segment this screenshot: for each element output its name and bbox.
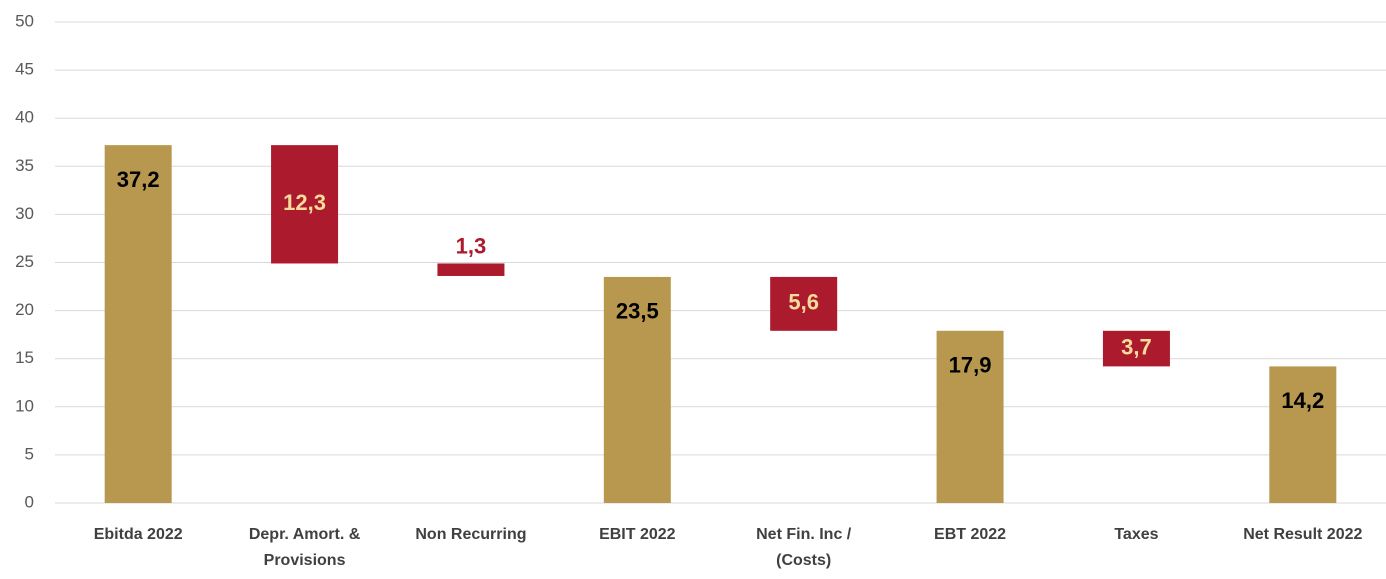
y-tick-label: 20 xyxy=(15,300,34,319)
y-tick-label: 0 xyxy=(25,492,34,511)
bar xyxy=(1102,330,1170,367)
x-tick-label: Net Fin. Inc / xyxy=(756,526,852,543)
y-tick-label: 50 xyxy=(15,11,34,30)
value-label: 17,9 xyxy=(949,353,992,378)
x-tick-label: EBT 2022 xyxy=(934,526,1006,543)
bar xyxy=(271,145,339,264)
y-tick-label: 5 xyxy=(25,444,34,463)
y-tick-label: 40 xyxy=(15,108,34,127)
y-tick-label: 15 xyxy=(15,348,34,367)
value-label: 23,5 xyxy=(616,299,659,324)
x-tick-label: Net Result 2022 xyxy=(1243,526,1362,543)
y-tick-label: 25 xyxy=(15,252,34,271)
x-tick-label: Provisions xyxy=(264,552,346,569)
y-tick-label: 45 xyxy=(15,60,34,79)
value-label: 14,2 xyxy=(1281,388,1324,413)
x-tick-label: Ebitda 2022 xyxy=(94,526,183,543)
y-tick-label: 35 xyxy=(15,156,34,175)
y-tick-label: 10 xyxy=(15,396,34,415)
value-label: 37,2 xyxy=(117,167,160,192)
value-label: 3,7 xyxy=(1121,334,1152,359)
x-tick-label: (Costs) xyxy=(776,552,831,569)
bar xyxy=(603,276,671,503)
x-tick-label: Taxes xyxy=(1114,526,1158,543)
bar xyxy=(936,330,1004,503)
bar xyxy=(437,263,505,276)
x-tick-label: Depr. Amort. & xyxy=(249,526,361,543)
bar xyxy=(1269,366,1337,503)
x-tick-label: Non Recurring xyxy=(415,526,526,543)
bar xyxy=(104,145,172,504)
value-label: 1,3 xyxy=(456,233,487,258)
value-label: 5,6 xyxy=(788,290,819,315)
x-tick-label: EBIT 2022 xyxy=(599,526,676,543)
y-tick-label: 30 xyxy=(15,204,34,223)
bar xyxy=(770,276,838,331)
value-label: 12,3 xyxy=(283,190,326,215)
